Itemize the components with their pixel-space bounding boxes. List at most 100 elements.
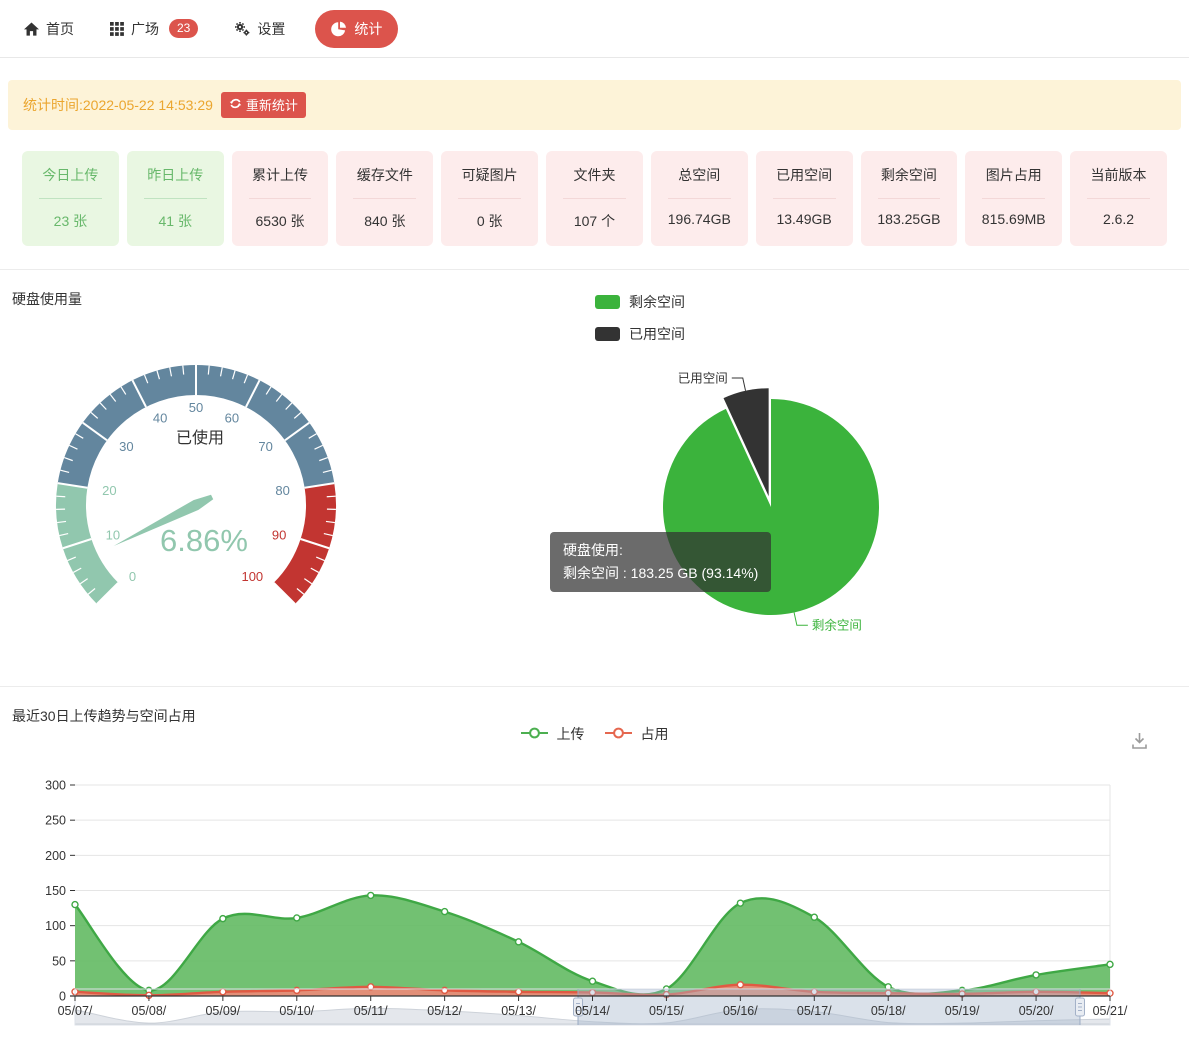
nav-item-stats-active[interactable]: 统计	[315, 10, 398, 48]
card-value: 23 张	[22, 211, 119, 231]
card-value: 196.74GB	[651, 211, 748, 227]
card-label: 今日上传	[22, 165, 119, 185]
gauge-tick-label: 80	[275, 483, 289, 498]
y-axis-label: 300	[45, 779, 66, 793]
data-point	[442, 987, 448, 993]
y-axis-label: 250	[45, 814, 66, 828]
x-axis-label: 05/07/	[58, 1004, 93, 1018]
line-marker-icon	[521, 726, 548, 743]
legend-label: 已用空间	[629, 324, 685, 344]
stats-time-text: 统计时间:2022-05-22 14:53:29	[23, 95, 213, 115]
nav-item-label: 统计	[354, 19, 382, 39]
x-axis-label: 05/17/	[797, 1004, 832, 1018]
x-axis-label: 05/15/	[649, 1004, 684, 1018]
legend-item-free-space[interactable]: 剩余空间	[595, 292, 685, 312]
data-point	[220, 989, 226, 995]
save-as-image-button[interactable]	[1130, 731, 1149, 754]
pie-slice	[663, 399, 879, 615]
card-value: 840 张	[336, 211, 433, 231]
disk-usage-title: 硬盘使用量	[12, 289, 82, 309]
data-point	[1107, 961, 1113, 967]
gears-icon	[234, 21, 250, 36]
recount-button[interactable]: 重新统计	[221, 92, 306, 118]
card-value: 183.25GB	[861, 211, 958, 227]
card-label: 当前版本	[1070, 165, 1167, 185]
legend-item-upload[interactable]: 上传	[521, 724, 585, 744]
nav-item-home[interactable]: 首页	[24, 19, 74, 39]
data-point	[72, 902, 78, 908]
data-point	[516, 939, 522, 945]
refresh-icon	[229, 97, 242, 113]
pie-label: 已用空间	[678, 372, 728, 386]
data-point	[590, 978, 596, 984]
disk-pie-chart[interactable]: 剩余空间已用空间	[600, 345, 960, 680]
card-label: 总空间	[651, 165, 748, 185]
card-divider	[353, 198, 416, 199]
legend-swatch-free	[595, 295, 620, 309]
stat-card-6: 总空间 196.74GB	[651, 151, 748, 246]
card-divider	[982, 198, 1045, 199]
top-navbar: 首页 广场 23 设置 统计	[0, 0, 1189, 58]
gauge-series-label: 已使用	[176, 429, 224, 447]
datazoom-handle[interactable]	[1075, 998, 1084, 1016]
nav-item-plaza[interactable]: 广场 23	[110, 19, 198, 39]
x-axis-label: 05/20/	[1019, 1004, 1054, 1018]
legend-label: 剩余空间	[629, 292, 685, 312]
card-divider	[144, 198, 207, 199]
card-value: 0 张	[441, 211, 538, 231]
gauge-tick-label: 90	[272, 527, 286, 542]
card-divider	[563, 198, 626, 199]
card-value: 815.69MB	[965, 211, 1062, 227]
legend-label: 上传	[557, 724, 585, 744]
data-point	[368, 892, 374, 898]
gauge-tick-label: 70	[258, 439, 272, 454]
data-point	[737, 900, 743, 906]
card-divider	[39, 198, 102, 199]
stat-card-9: 图片占用 815.69MB	[965, 151, 1062, 246]
card-label: 剩余空间	[861, 165, 958, 185]
data-point	[220, 916, 226, 922]
card-label: 文件夹	[546, 165, 643, 185]
gauge-tick-label: 100	[241, 569, 263, 584]
download-icon	[1130, 739, 1149, 754]
legend-item-occupy[interactable]: 占用	[605, 724, 669, 744]
stat-card-8: 剩余空间 183.25GB	[861, 151, 958, 246]
legend-item-used-space[interactable]: 已用空间	[595, 324, 685, 344]
stat-card-2: 累计上传 6530 张	[232, 151, 329, 246]
nav-item-settings[interactable]: 设置	[234, 19, 285, 39]
gauge-tick-label: 20	[102, 483, 116, 498]
trend-title: 最近30日上传趋势与空间占用	[12, 706, 196, 726]
x-axis-label: 05/18/	[871, 1004, 906, 1018]
card-label: 累计上传	[232, 165, 329, 185]
card-label: 已用空间	[756, 165, 853, 185]
gauge-tick-label: 60	[225, 410, 239, 425]
card-divider	[773, 198, 836, 199]
stat-card-1: 昨日上传 41 张	[127, 151, 224, 246]
x-axis-label: 05/08/	[132, 1004, 167, 1018]
gauge-tick-label: 50	[189, 400, 203, 415]
card-divider	[668, 198, 731, 199]
gauge-tick-label: 0	[129, 569, 136, 584]
card-label: 图片占用	[965, 165, 1062, 185]
data-point	[811, 914, 817, 920]
line-marker-icon	[605, 726, 632, 743]
card-label: 昨日上传	[127, 165, 224, 185]
card-value: 6530 张	[232, 211, 329, 231]
y-axis-label: 50	[52, 954, 66, 968]
pie-label-line	[794, 613, 808, 626]
gauge-tick-label: 40	[153, 410, 167, 425]
plaza-count-badge: 23	[169, 19, 198, 38]
x-axis-label: 05/21/	[1093, 1004, 1128, 1018]
grid-icon	[110, 22, 124, 36]
card-value: 41 张	[127, 211, 224, 231]
nav-item-label: 设置	[257, 19, 285, 39]
data-point	[737, 982, 743, 988]
